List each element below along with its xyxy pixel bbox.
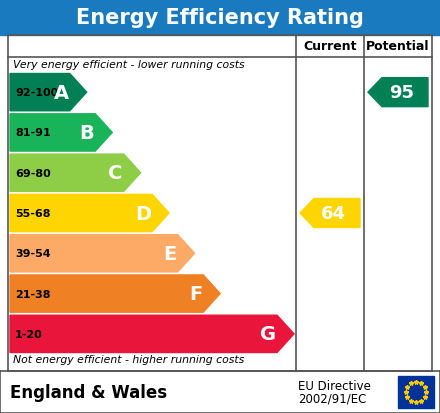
Text: 2002/91/EC: 2002/91/EC: [298, 392, 367, 404]
Polygon shape: [10, 195, 169, 232]
Text: Energy Efficiency Rating: Energy Efficiency Rating: [76, 8, 364, 28]
Text: E: E: [163, 244, 177, 263]
Polygon shape: [10, 275, 220, 313]
Polygon shape: [10, 235, 194, 272]
Text: Not energy efficient - higher running costs: Not energy efficient - higher running co…: [13, 355, 244, 365]
Text: 64: 64: [321, 204, 346, 223]
Text: Current: Current: [303, 40, 357, 53]
Text: D: D: [135, 204, 151, 223]
Polygon shape: [368, 78, 428, 107]
Text: Potential: Potential: [366, 40, 430, 53]
Text: 69-80: 69-80: [15, 169, 51, 178]
Text: Very energy efficient - lower running costs: Very energy efficient - lower running co…: [13, 60, 245, 70]
Text: F: F: [189, 285, 202, 303]
Text: B: B: [80, 123, 94, 142]
Bar: [398, 376, 434, 408]
Polygon shape: [300, 199, 360, 228]
Text: C: C: [108, 164, 123, 183]
Text: 81-91: 81-91: [15, 128, 51, 138]
Bar: [0, 371, 440, 413]
Text: England & Wales: England & Wales: [10, 383, 167, 401]
Text: 55-68: 55-68: [15, 209, 51, 218]
Text: 21-38: 21-38: [15, 289, 51, 299]
Text: 39-54: 39-54: [15, 249, 51, 259]
Bar: [0, 0, 440, 36]
Text: G: G: [260, 325, 276, 344]
Text: 92-100: 92-100: [15, 88, 58, 98]
Text: EU Directive: EU Directive: [298, 380, 371, 392]
Text: 95: 95: [389, 84, 414, 102]
Polygon shape: [10, 74, 87, 112]
Polygon shape: [10, 155, 141, 192]
Text: A: A: [54, 83, 69, 102]
Text: 1-20: 1-20: [15, 329, 43, 339]
Polygon shape: [10, 114, 112, 152]
Polygon shape: [10, 316, 294, 353]
